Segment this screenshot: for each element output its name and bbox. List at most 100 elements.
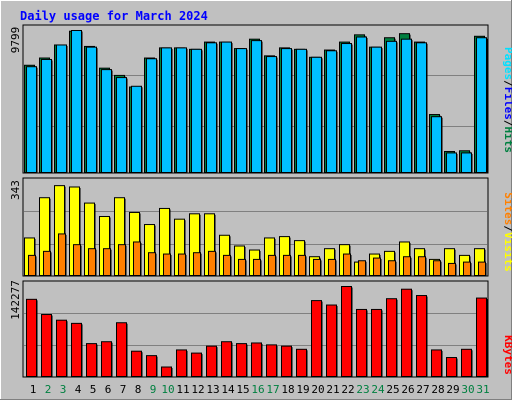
legend-hits-label: Hits	[502, 127, 512, 154]
bar-files	[236, 48, 247, 173]
bar-kbytes	[416, 295, 427, 377]
bar-files	[341, 43, 352, 174]
legend-separator: /	[502, 80, 512, 87]
bar-sites	[103, 248, 111, 276]
bar-sites	[433, 260, 441, 276]
bar-kbytes	[116, 322, 127, 378]
bar-files	[326, 50, 337, 173]
bar-sites	[28, 254, 36, 276]
x-tick-label: 1	[30, 383, 37, 396]
bar-sites	[268, 254, 276, 276]
bar-sites	[478, 261, 486, 277]
bar-kbytes	[146, 355, 157, 377]
x-tick-label: 23	[356, 383, 369, 396]
x-tick-label: 6	[105, 383, 112, 396]
x-tick-label: 11	[176, 383, 189, 396]
bar-files	[176, 47, 187, 173]
bar-sites	[418, 256, 426, 276]
legend-files-label: Files	[502, 87, 512, 120]
bar-kbytes	[176, 349, 187, 377]
legend-kbytes-label: KBytes	[502, 335, 512, 375]
bar-kbytes	[221, 341, 232, 377]
x-tick-label: 2	[45, 383, 52, 396]
bar-sites	[298, 254, 306, 276]
legend-pages-label: Pages	[502, 47, 512, 80]
legend-hits: Pages/Files/Hits	[502, 47, 512, 153]
bar-sites	[403, 256, 411, 276]
bar-kbytes	[296, 348, 307, 377]
bar-kbytes	[371, 308, 382, 377]
bar-files	[131, 85, 142, 173]
y-max-label-kbytes: 142277	[9, 280, 22, 320]
bar-kbytes	[281, 345, 292, 377]
x-tick-label: 24	[371, 383, 385, 396]
bar-sites	[148, 252, 156, 277]
bar-files	[476, 37, 487, 174]
x-tick-label: 18	[281, 383, 294, 396]
bar-kbytes	[191, 352, 202, 377]
bar-sites	[43, 250, 51, 277]
bar-kbytes	[266, 344, 277, 377]
x-tick-label: 5	[90, 383, 97, 396]
bar-sites	[208, 250, 216, 277]
bar-files	[461, 152, 472, 174]
bars-kbytes	[26, 286, 488, 378]
x-tick-label: 19	[296, 383, 309, 396]
bar-kbytes	[56, 319, 67, 378]
bar-sites	[193, 252, 201, 277]
bar-sites	[373, 257, 381, 277]
bar-files	[191, 48, 202, 173]
bar-files	[266, 56, 277, 173]
bar-files	[206, 42, 217, 174]
x-tick-label: 25	[386, 383, 399, 396]
bar-kbytes	[311, 300, 322, 377]
x-tick-label: 8	[135, 383, 142, 396]
x-tick-label: 21	[326, 383, 339, 396]
x-tick-label: 16	[251, 383, 264, 396]
legend-visits: Sites/Visits	[502, 192, 512, 272]
x-tick-label: 15	[236, 383, 249, 396]
bar-files	[401, 38, 412, 174]
bar-sites	[133, 241, 141, 277]
bar-files	[386, 40, 397, 174]
x-tick-label: 7	[120, 383, 127, 396]
bar-kbytes	[341, 286, 352, 377]
bar-files	[71, 30, 82, 173]
bar-kbytes	[431, 349, 442, 377]
bar-kbytes	[131, 350, 142, 377]
bar-sites	[73, 244, 81, 277]
legend-sites-label: Sites	[502, 192, 512, 225]
bar-files	[116, 77, 127, 173]
bar-files	[371, 46, 382, 173]
bar-files	[26, 66, 37, 173]
bar-sites	[58, 233, 66, 277]
bar-kbytes	[251, 342, 262, 377]
bar-sites	[223, 254, 231, 276]
bar-files	[431, 116, 442, 174]
x-tick-label: 20	[311, 383, 324, 396]
bar-files	[86, 46, 97, 173]
bar-kbytes	[386, 298, 397, 377]
x-tick-label: 27	[416, 383, 429, 396]
bar-sites	[343, 253, 351, 276]
bar-kbytes	[326, 304, 337, 377]
bar-kbytes	[356, 308, 367, 377]
x-tick-label: 29	[446, 383, 459, 396]
bar-sites	[178, 253, 186, 276]
x-tick-label: 30	[461, 383, 474, 396]
bar-kbytes	[476, 297, 487, 377]
panel-hits-files-pages: 9799 Pages/Files/Hits	[9, 24, 512, 174]
bar-files	[146, 58, 157, 174]
x-tick-label: 12	[191, 383, 204, 396]
bar-kbytes	[206, 345, 217, 377]
legend-kbytes: KBytes	[502, 335, 512, 375]
bar-sites	[388, 260, 396, 276]
bar-sites	[358, 260, 366, 276]
x-axis-labels: 1 2 3 4 5 6 7 8 9 10 11 12 13 14 15 16 17 18 19 20 21 22 23 24 2…	[30, 383, 490, 396]
y-max-label-hits: 9799	[9, 27, 22, 54]
bar-sites	[238, 258, 246, 277]
x-tick-label: 14	[221, 383, 235, 396]
panel-sites-visits: 343 Sites/Visits	[9, 177, 512, 277]
legend-visits-label: Visits	[502, 232, 512, 272]
